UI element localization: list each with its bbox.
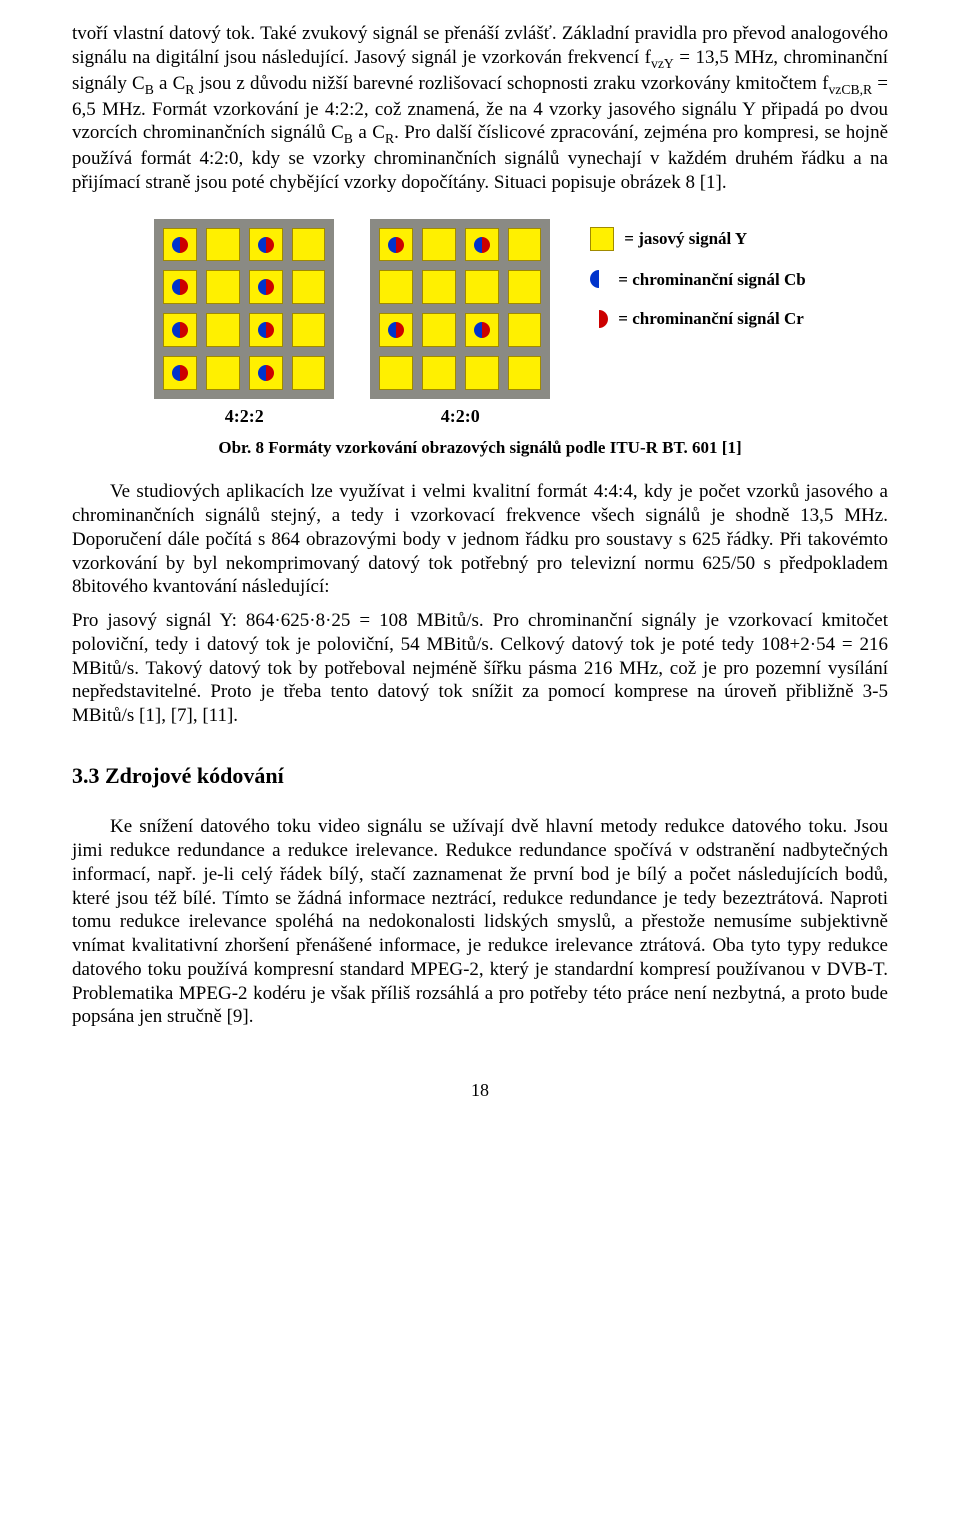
sample-cell <box>292 270 326 304</box>
sample-cell <box>379 270 413 304</box>
legend-cb-text: = chrominanční signál Cb <box>618 269 805 290</box>
sample-cell <box>422 228 456 262</box>
figure-caption: Obr. 8 Formáty vzorkování obrazových sig… <box>72 437 888 458</box>
swatch-cr <box>590 310 608 328</box>
subscript: vzCB,R <box>828 81 872 96</box>
sample-cell <box>465 228 499 262</box>
figure-8: 4:2:2 4:2:0 = jasový signál Y = chromina… <box>72 219 888 428</box>
sample-cell <box>508 313 542 347</box>
legend-cr: = chrominanční signál Cr <box>590 308 805 329</box>
sample-cell <box>422 313 456 347</box>
body-paragraph-1: tvoří vlastní datový tok. Také zvukový s… <box>72 22 888 195</box>
sample-cell <box>422 356 456 390</box>
legend-cb: = chrominanční signál Cb <box>590 269 805 290</box>
grid-420 <box>370 219 550 399</box>
sample-cell <box>163 313 197 347</box>
subscript: vzY <box>651 56 674 71</box>
sample-cell <box>249 313 283 347</box>
sample-cell <box>508 228 542 262</box>
sample-cell <box>465 270 499 304</box>
grid-label-right: 4:2:0 <box>370 405 550 428</box>
legend-y: = jasový signál Y <box>590 227 805 251</box>
chroma-sample-icon <box>258 279 274 295</box>
sample-cell <box>292 313 326 347</box>
body-paragraph-2b: Pro jasový signál Y: 864·625·8·25 = 108 … <box>72 609 888 728</box>
chroma-sample-icon <box>388 237 404 253</box>
chroma-sample-icon <box>258 322 274 338</box>
grid-labels: 4:2:2 4:2:0 <box>154 405 550 428</box>
legend: = jasový signál Y = chrominanční signál … <box>590 227 805 330</box>
sample-cell <box>163 356 197 390</box>
chroma-sample-icon <box>172 279 188 295</box>
text: jsou z důvodu nižší barevné rozlišovací … <box>194 73 828 94</box>
subscript: B <box>344 131 353 146</box>
subscript: R <box>385 131 394 146</box>
swatch-y <box>590 227 614 251</box>
body-paragraph-2a: Ve studiových aplikacích lze využívat i … <box>72 480 888 599</box>
body-paragraph-3: Ke snížení datového toku video signálu s… <box>72 815 888 1029</box>
sample-cell <box>206 270 240 304</box>
sample-cell <box>249 270 283 304</box>
sample-cell <box>379 228 413 262</box>
sample-cell <box>465 313 499 347</box>
sample-cell <box>508 270 542 304</box>
legend-y-text: = jasový signál Y <box>624 228 747 249</box>
chroma-sample-icon <box>172 322 188 338</box>
sample-cell <box>206 313 240 347</box>
section-heading-3-3: 3.3 Zdrojové kódování <box>72 762 888 790</box>
swatch-cb <box>590 270 608 288</box>
sample-cell <box>206 356 240 390</box>
sample-cell <box>163 228 197 262</box>
sample-cell <box>379 356 413 390</box>
chroma-sample-icon <box>258 365 274 381</box>
grid-row <box>154 219 550 399</box>
chroma-sample-icon <box>388 322 404 338</box>
grid-422 <box>154 219 334 399</box>
sample-cell <box>292 356 326 390</box>
chroma-sample-icon <box>172 237 188 253</box>
chroma-sample-icon <box>258 237 274 253</box>
sample-cell <box>508 356 542 390</box>
legend-cr-text: = chrominanční signál Cr <box>618 308 804 329</box>
chroma-sample-icon <box>474 322 490 338</box>
page-number: 18 <box>72 1079 888 1102</box>
chroma-sample-icon <box>474 237 490 253</box>
text: a C <box>154 73 185 94</box>
sample-cell <box>249 356 283 390</box>
sample-cell <box>465 356 499 390</box>
sample-cell <box>422 270 456 304</box>
chroma-sample-icon <box>172 365 188 381</box>
sample-cell <box>249 228 283 262</box>
grid-label-left: 4:2:2 <box>154 405 334 428</box>
sample-grids: 4:2:2 4:2:0 <box>154 219 550 428</box>
sample-cell <box>292 228 326 262</box>
sample-cell <box>163 270 197 304</box>
sample-cell <box>206 228 240 262</box>
subscript: B <box>145 81 154 96</box>
text: a C <box>353 122 385 143</box>
sample-cell <box>379 313 413 347</box>
